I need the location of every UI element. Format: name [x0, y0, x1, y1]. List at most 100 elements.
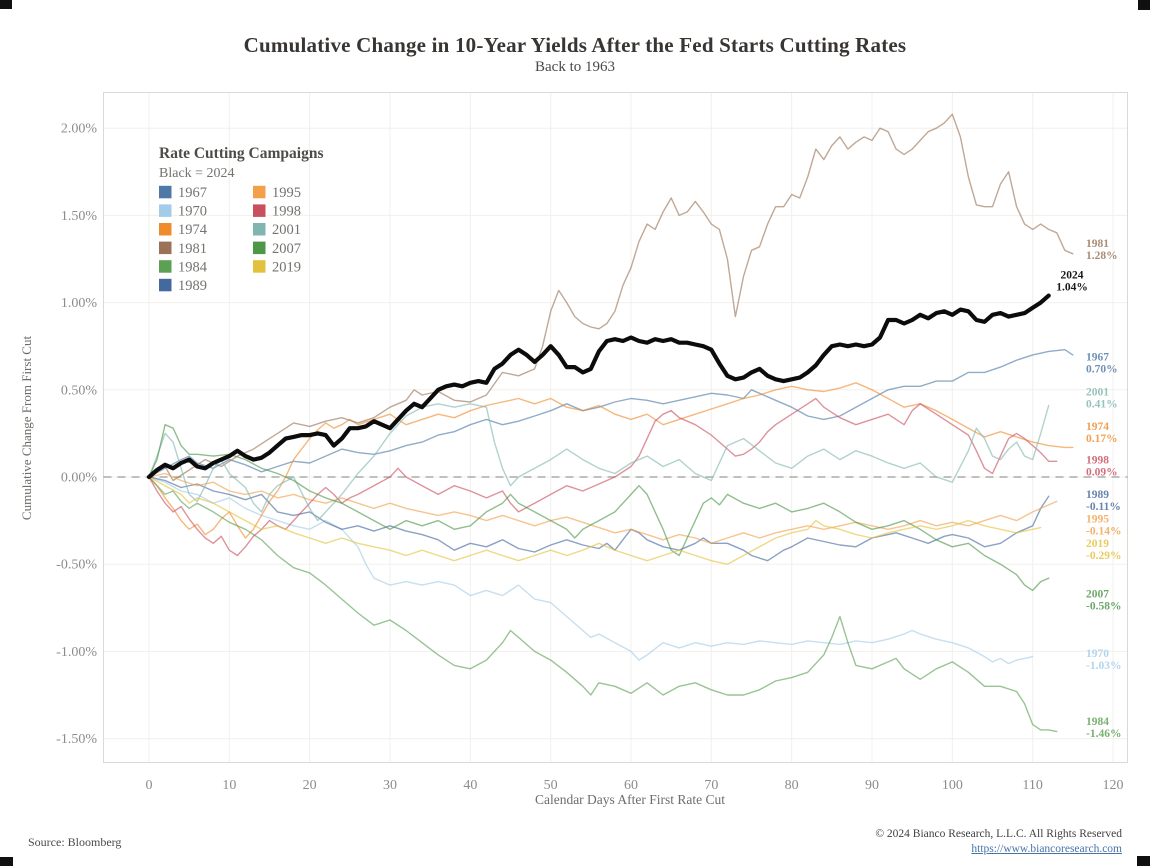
svg-text:1.04%: 1.04%	[1056, 281, 1088, 293]
y-tick-label: 0.00%	[61, 471, 98, 486]
legend-label-1981: 1981	[178, 241, 207, 257]
y-tick-label: 1.50%	[61, 209, 98, 224]
svg-text:0.70%: 0.70%	[1086, 363, 1118, 375]
x-tick-label: 100	[942, 778, 963, 793]
svg-text:1967: 1967	[1086, 351, 1109, 363]
legend-label-1998: 1998	[272, 204, 301, 220]
legend-label-2001: 2001	[272, 222, 301, 238]
page-subtitle: Back to 1963	[535, 59, 615, 75]
svg-text:-1.46%: -1.46%	[1086, 728, 1121, 740]
legend-label-1995: 1995	[272, 185, 301, 201]
series-line-2001	[148, 403, 1050, 522]
x-tick-label: 120	[1102, 778, 1123, 793]
legend-swatch-2019	[253, 260, 266, 273]
x-tick-label: 40	[463, 778, 477, 793]
scan-artifact-top-left	[0, 0, 12, 9]
end-label-2019: 2019-0.29%	[1086, 538, 1121, 562]
series-line-1981	[148, 113, 1074, 482]
x-tick-label: 10	[222, 778, 236, 793]
svg-text:-1.03%: -1.03%	[1086, 660, 1121, 672]
svg-text:0.09%: 0.09%	[1086, 466, 1118, 478]
end-label-2007: 2007-0.58%	[1086, 589, 1121, 613]
series-line-1998	[148, 397, 1058, 557]
series-line-1967	[148, 349, 1074, 478]
legend-label-1967: 1967	[178, 185, 207, 201]
x-tick-label: 110	[1022, 778, 1042, 793]
x-tick-label: 60	[624, 778, 638, 793]
y-tick-label: -1.00%	[56, 645, 97, 660]
legend: Rate Cutting Campaigns Black = 2024 1967 19…	[159, 145, 323, 294]
x-tick-label: 50	[544, 778, 558, 793]
end-label-1970: 1970-1.03%	[1086, 648, 1121, 672]
series-line-1995	[148, 472, 1058, 544]
svg-text:2019: 2019	[1086, 538, 1109, 550]
legend-swatch-1995	[253, 185, 266, 199]
svg-text:-0.29%: -0.29%	[1086, 550, 1121, 562]
legend-swatch-2001	[253, 223, 266, 236]
x-tick-label: 80	[785, 778, 799, 793]
scan-artifact-bottom-right	[1137, 856, 1150, 866]
y-tick-label: 0.50%	[61, 383, 98, 398]
legend-label-1984: 1984	[178, 259, 208, 275]
series-line-1989	[148, 476, 1050, 562]
series-line-1970	[148, 476, 1034, 665]
legend-swatch-1974	[159, 223, 172, 236]
legend-label-1974: 1974	[178, 222, 208, 238]
legend-label-2019: 2019	[272, 259, 301, 275]
scan-artifact-bottom-left	[0, 857, 13, 866]
svg-text:0.41%: 0.41%	[1086, 398, 1118, 410]
y-tick-label: -0.50%	[56, 558, 97, 573]
series-line-1984	[148, 476, 1058, 733]
svg-text:2007: 2007	[1086, 589, 1109, 601]
legend-swatch-1967	[159, 185, 172, 199]
y-tick-label: 1.00%	[61, 296, 98, 311]
x-tick-label: 90	[865, 778, 879, 793]
legend-label-1989: 1989	[178, 278, 207, 294]
footer-source: Source: Bloomberg	[28, 835, 122, 849]
svg-text:1984: 1984	[1086, 716, 1109, 728]
svg-text:1974: 1974	[1086, 421, 1109, 433]
series-line-2007	[148, 424, 1050, 592]
x-tick-label: 70	[704, 778, 718, 793]
footer-url-link[interactable]: https://www.biancoresearch.com	[971, 843, 1122, 855]
svg-text:-0.14%: -0.14%	[1086, 526, 1121, 538]
svg-text:2001: 2001	[1086, 386, 1109, 398]
y-tick-label: -1.50%	[56, 732, 97, 747]
svg-text:-0.11%: -0.11%	[1086, 501, 1121, 513]
svg-text:1970: 1970	[1086, 648, 1109, 660]
legend-swatch-1998	[253, 204, 266, 217]
end-label-1989: 1989-0.11%	[1086, 489, 1121, 513]
legend-label-2007: 2007	[272, 241, 301, 257]
y-axis-title: Cumulative Change From First Cut	[19, 336, 34, 521]
x-tick-label: 20	[303, 778, 317, 793]
legend-swatch-1989	[159, 278, 172, 292]
end-label-1984: 1984-1.46%	[1086, 716, 1121, 740]
legend-note: Black = 2024	[159, 166, 235, 181]
footer-copyright: © 2024 Bianco Research, L.L.C. All Right…	[875, 828, 1122, 840]
plot-border	[103, 92, 1128, 763]
svg-text:1989: 1989	[1086, 489, 1109, 501]
footer-attribution: © 2024 Bianco Research, L.L.C. All Right…	[875, 827, 1122, 857]
legend-swatch-2007	[253, 241, 266, 255]
end-label-1995: 1995-0.14%	[1086, 514, 1121, 538]
legend-swatch-1970	[159, 204, 172, 217]
x-tick-label: 30	[383, 778, 397, 793]
svg-text:1.28%: 1.28%	[1086, 250, 1118, 262]
svg-text:0.17%: 0.17%	[1086, 433, 1118, 445]
svg-text:2024: 2024	[1061, 269, 1084, 281]
x-axis-title: Calendar Days After First Rate Cut	[535, 792, 725, 807]
series-line-1974	[148, 382, 1074, 539]
svg-text:1981: 1981	[1086, 238, 1109, 250]
legend-label-1970: 1970	[178, 204, 207, 220]
x-tick-label: 0	[146, 778, 153, 793]
legend-swatch-1981	[159, 241, 172, 255]
svg-text:-0.58%: -0.58%	[1086, 601, 1121, 613]
y-tick-label: 2.00%	[61, 122, 98, 137]
series-line-2019	[148, 476, 1042, 565]
